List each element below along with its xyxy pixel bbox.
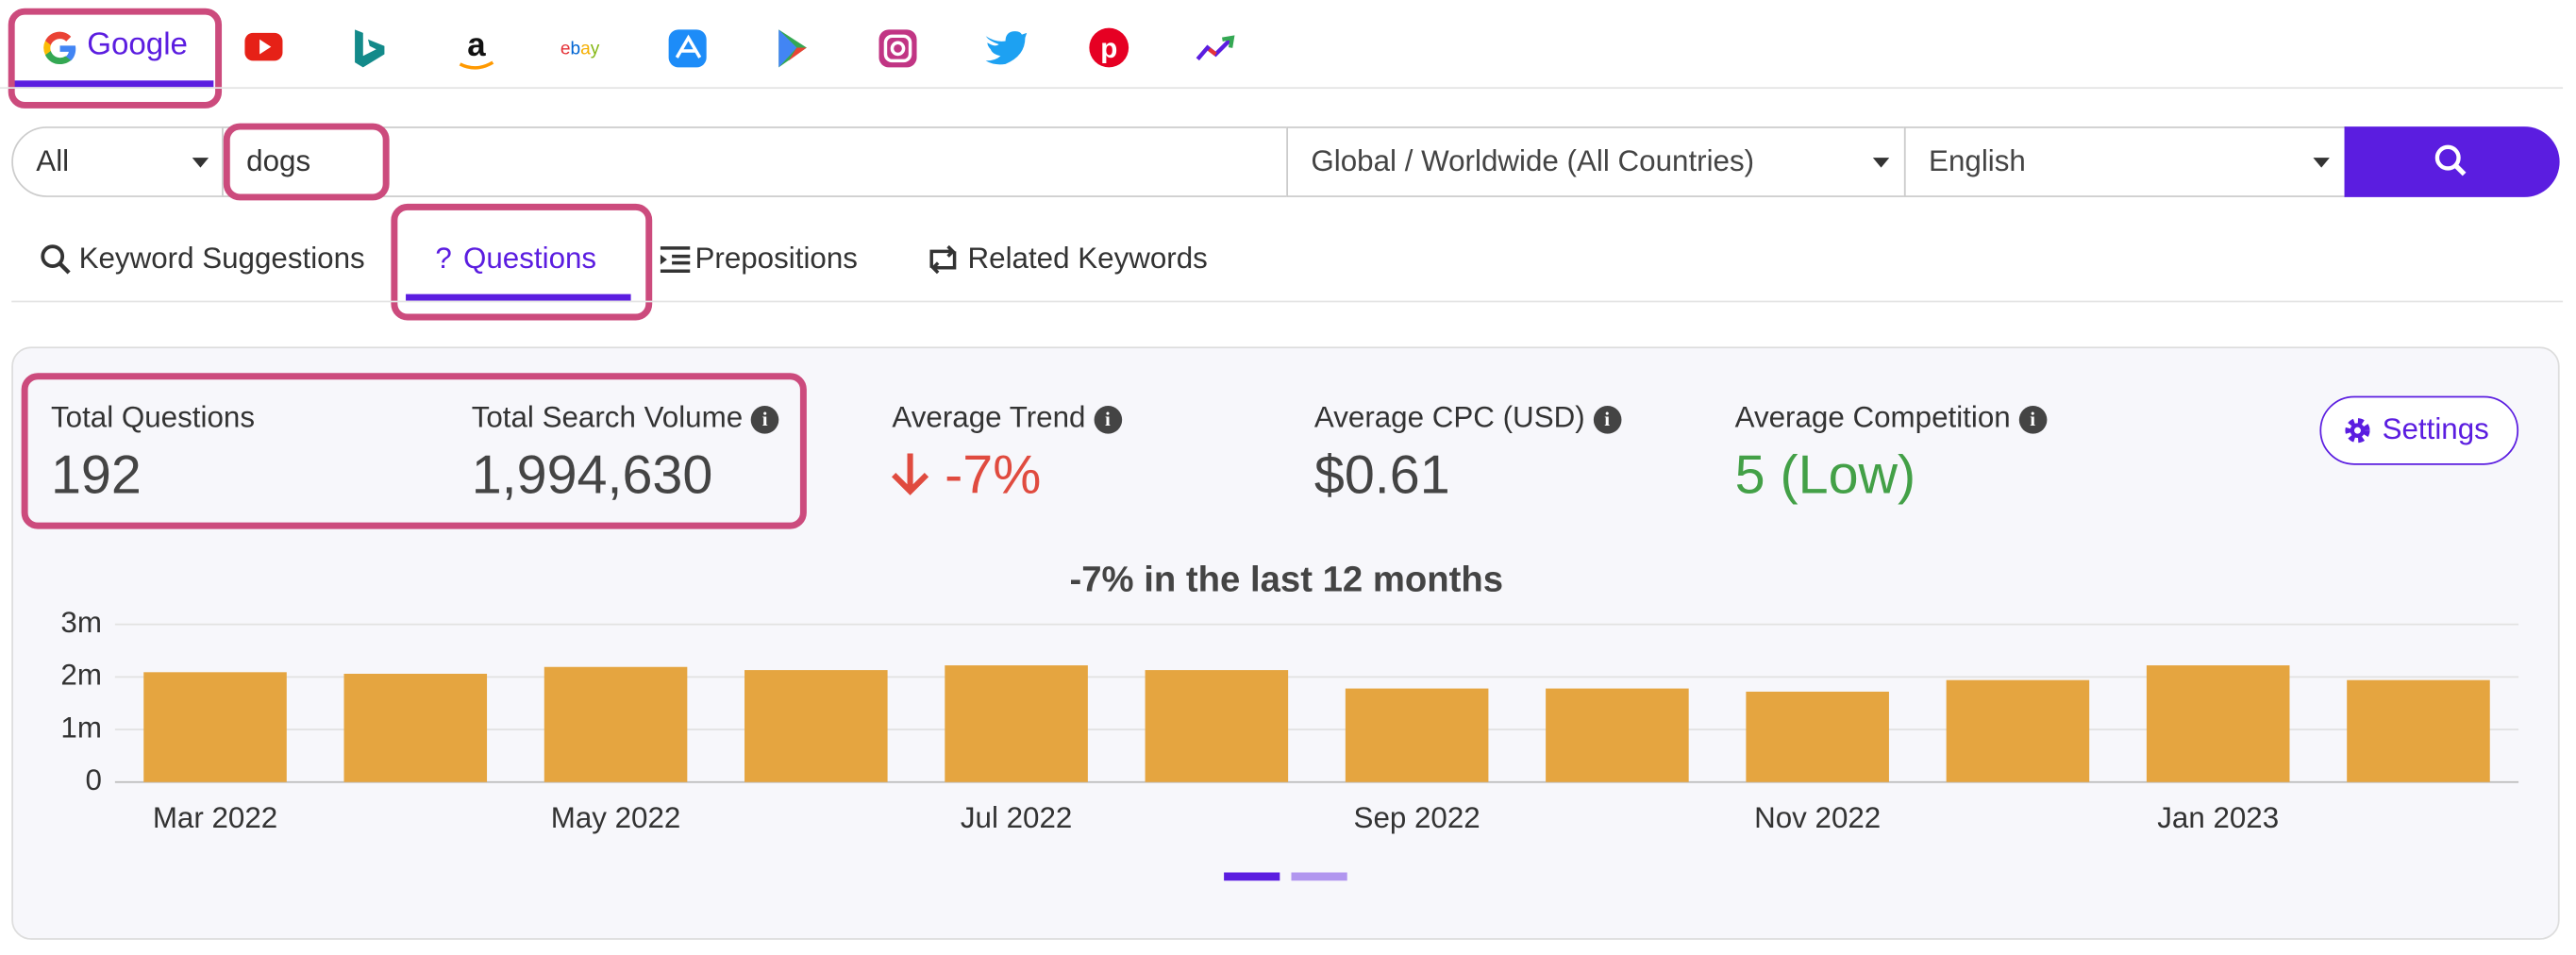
search-icon xyxy=(41,244,71,275)
svg-text:p: p xyxy=(1100,33,1117,64)
engine-tab[interactable]: Google xyxy=(87,27,188,63)
prepositions-icon xyxy=(660,246,691,274)
metric-label-row: Average CPC (USD) i xyxy=(1314,401,1621,436)
x-tick-label: Jul 2022 xyxy=(961,801,1072,834)
metric-value: $0.61 xyxy=(1313,444,1450,505)
engine-icons[interactable]: a ebay p xyxy=(230,23,1248,75)
tab-underline xyxy=(406,293,631,301)
metric-label-row: Average Competition i xyxy=(1734,400,2048,436)
tab-underline xyxy=(12,80,214,88)
y-tick-label: 0 xyxy=(86,763,102,796)
tab[interactable]: Related Keywords xyxy=(967,241,1208,275)
divider xyxy=(0,87,2564,90)
x-tick-label: Mar 2022 xyxy=(153,801,277,834)
bar xyxy=(945,665,1088,782)
metric-label: Total Search Volume xyxy=(471,400,744,434)
svg-text:a: a xyxy=(467,26,486,63)
bar xyxy=(1946,679,2090,782)
metric-label-row: Average Trend i xyxy=(892,400,1122,436)
location-text: Global / Worldwide (All Countries) xyxy=(1311,144,1755,178)
highlight xyxy=(391,203,653,321)
bar xyxy=(343,673,488,782)
bar xyxy=(544,666,688,782)
page-dot[interactable] xyxy=(1224,872,1280,881)
language-select[interactable]: English xyxy=(1903,126,2347,197)
svg-text:ebay: ebay xyxy=(560,39,600,59)
tab-icon: ? xyxy=(435,241,452,275)
divider xyxy=(11,300,2564,303)
metric-value: 5 (Low) xyxy=(1734,444,1916,505)
x-tick-label: Nov 2022 xyxy=(1754,801,1881,834)
chart: -7% in the last 12 months 0 1m 2m 3m Mar 202… xyxy=(60,559,2519,834)
x-tick-label: Jan 2023 xyxy=(2157,801,2279,834)
metric-label: Average CPC (USD) xyxy=(1313,400,1585,434)
caret xyxy=(192,158,209,168)
filter-select[interactable]: All xyxy=(11,126,224,197)
chart-title: -7% in the last 12 months xyxy=(1069,559,1503,599)
bar xyxy=(1746,691,1889,782)
related-icon xyxy=(929,244,957,275)
metric-label: Average Competition xyxy=(1734,400,2011,434)
y-tick-label: 1m xyxy=(60,711,102,744)
info-icon[interactable]: i xyxy=(1593,406,1621,434)
bar xyxy=(143,672,287,782)
highlight xyxy=(223,123,390,201)
tab[interactable]: Prepositions xyxy=(694,241,858,275)
x-tick-label: May 2022 xyxy=(551,801,681,834)
search-icon xyxy=(2434,144,2467,176)
down-arrow xyxy=(892,453,929,495)
tab[interactable]: Questions xyxy=(462,241,597,275)
y-tick-label: 2m xyxy=(60,659,102,692)
metric-value: -7% xyxy=(945,444,1042,505)
language-text: English xyxy=(1929,144,2026,178)
highlight xyxy=(8,8,223,109)
bar xyxy=(1546,688,1689,782)
gear-icon xyxy=(2345,418,2370,444)
settings-text: Settings xyxy=(2382,412,2489,445)
query-input[interactable]: dogs xyxy=(222,126,1289,197)
settings-button[interactable]: Settings xyxy=(2319,395,2519,465)
google-icon xyxy=(43,31,76,65)
bar xyxy=(2146,665,2290,782)
bar xyxy=(1345,688,1489,782)
caret xyxy=(2313,158,2330,168)
metric-value: 1,994,630 xyxy=(471,444,713,505)
highlight xyxy=(21,373,807,529)
query-text: dogs xyxy=(246,144,311,178)
search-button[interactable] xyxy=(2344,126,2560,197)
info-icon[interactable]: i xyxy=(750,406,779,434)
metric-label-row: Total Search Volume i xyxy=(472,401,779,436)
metric-label: Total Questions xyxy=(50,400,256,434)
bar xyxy=(1145,670,1289,782)
tab[interactable]: Keyword Suggestions xyxy=(78,241,365,275)
panel xyxy=(11,346,2560,940)
filter-text: All xyxy=(36,144,70,178)
metric-value: 192 xyxy=(50,444,142,505)
bar xyxy=(2347,679,2490,782)
caret xyxy=(1872,158,1890,168)
metric-label: Average Trend xyxy=(892,400,1086,434)
x-tick-label: Sep 2022 xyxy=(1354,801,1480,834)
location-select[interactable]: Global / Worldwide (All Countries) xyxy=(1286,126,1906,197)
page-dot[interactable] xyxy=(1291,872,1347,881)
info-icon[interactable]: i xyxy=(2018,406,2048,434)
y-tick-label: 3m xyxy=(60,606,102,639)
bar xyxy=(744,670,888,782)
info-icon[interactable]: i xyxy=(1094,406,1122,434)
